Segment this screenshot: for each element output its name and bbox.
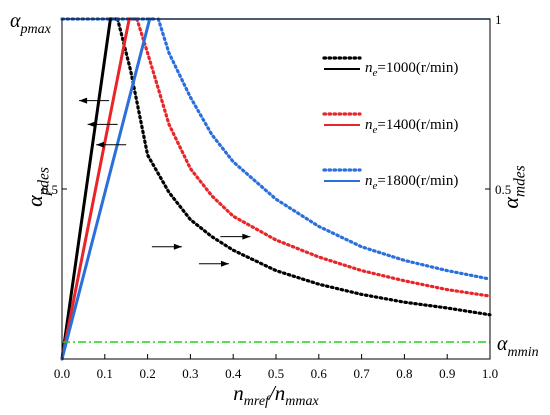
arrow-4-head	[242, 233, 251, 240]
legend: ne=1000(r/min) ne=1400(r/min) ne=1800(r/mi…	[322, 56, 458, 192]
series-1400-rise-line	[60, 17, 131, 361]
x-tick-label-4: 0.4	[225, 366, 242, 381]
x-tick-label-10: 1.0	[482, 366, 498, 381]
series-1800-rise-line	[60, 17, 152, 361]
x-tick-label-3: 0.3	[182, 366, 198, 381]
legend-label-1400: ne=1400(r/min)	[365, 117, 458, 136]
x-tick-label-9: 0.9	[439, 366, 455, 381]
x-tick-label-1: 0.1	[97, 366, 113, 381]
axis-labels: αpmax αmmin αpdes αmdes nmref/nmmax	[10, 10, 539, 409]
y-right-tick-label-1: 1	[495, 12, 502, 27]
arrow-2-head	[96, 141, 105, 148]
y-right-axis-title: αmdes	[498, 165, 529, 208]
x-tick-label-0: 0.0	[54, 366, 70, 381]
series-1800-decay-line	[156, 17, 492, 281]
y-left-tick-label-0: 0.5	[42, 182, 58, 197]
x-tick-label-2: 0.2	[139, 366, 155, 381]
arrow-3-head	[173, 243, 182, 250]
arrow-0-head	[79, 97, 88, 104]
x-tick-label-8: 0.8	[396, 366, 412, 381]
alpha-pmax-label: αpmax	[10, 10, 52, 37]
legend-label-1800: ne=1800(r/min)	[365, 173, 458, 192]
series-1000-decay-line	[115, 17, 492, 317]
arrow-5-head	[220, 260, 229, 267]
legend-label-1000: ne=1000(r/min)	[365, 60, 458, 79]
arrow-1-head	[87, 121, 96, 128]
x-axis-title: nmref/nmmax	[233, 381, 319, 409]
y-left-axis-title: αpdes	[22, 167, 53, 207]
series-1400-decay-line	[135, 17, 492, 298]
x-tick-label-7: 0.7	[353, 366, 370, 381]
alpha-mmin-label: αmmin	[497, 333, 539, 360]
x-tick-label-6: 0.6	[311, 366, 328, 381]
annotation-arrows	[79, 97, 251, 267]
axis-ticks: 0.0 0.1 0.2 0.3 0.4 0.5 0.6 0.7 0.8 0.9 1.0 0.5 0.5 1	[42, 12, 512, 381]
y-right-tick-label-0: 0.5	[495, 182, 511, 197]
x-tick-label-5: 0.5	[268, 366, 284, 381]
series-1000-rise-line	[60, 17, 112, 361]
